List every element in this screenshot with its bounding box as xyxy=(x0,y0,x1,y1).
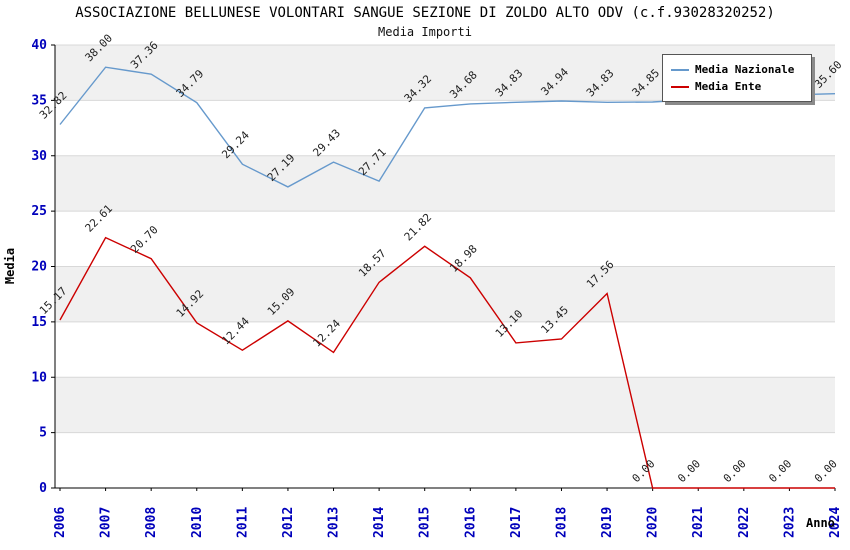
x-tick-label: 2024 xyxy=(828,507,843,538)
x-tick-label: 2017 xyxy=(509,507,524,538)
y-tick-label: 0 xyxy=(39,481,47,496)
x-tick-label: 2011 xyxy=(235,507,250,538)
chart-subtitle: Media Importi xyxy=(378,25,472,39)
y-tick-label: 40 xyxy=(31,38,47,53)
y-tick-label: 35 xyxy=(31,93,47,108)
series-line-media-ente xyxy=(59,236,835,489)
legend-item-media-ente: Media Ente xyxy=(671,78,803,95)
point-label: 21.82 xyxy=(402,211,435,244)
chart-title: ASSOCIAZIONE BELLUNESE VOLONTARI SANGUE … xyxy=(75,5,775,21)
y-tick-label: 25 xyxy=(31,204,47,219)
plot-band xyxy=(55,155,835,212)
point-label: 0.00 xyxy=(766,457,794,485)
legend: Media Nazionale Media Ente xyxy=(662,54,812,102)
x-tick-label: 2012 xyxy=(281,507,296,538)
y-tick-label: 10 xyxy=(31,370,47,385)
x-tick-label: 2018 xyxy=(554,507,569,538)
x-tick-label: 2021 xyxy=(691,507,706,538)
x-tick-label: 2019 xyxy=(600,507,615,538)
y-tick-label: 30 xyxy=(31,149,47,164)
point-label: 0.00 xyxy=(721,457,749,485)
legend-label: Media Ente xyxy=(695,80,762,93)
x-tick-label: 2015 xyxy=(418,507,433,538)
y-tick-label: 15 xyxy=(31,315,47,330)
x-tick-label: 2013 xyxy=(327,507,342,538)
x-tick-label: 2022 xyxy=(737,507,752,538)
point-label: 0.00 xyxy=(675,457,703,485)
x-axis-title: Anno xyxy=(806,516,835,530)
x-tick-label: 2010 xyxy=(190,507,205,538)
x-tick-label: 2020 xyxy=(646,507,661,538)
plot-band xyxy=(55,266,835,322)
y-tick-label: 20 xyxy=(31,260,47,275)
x-tick-label: 2008 xyxy=(144,507,159,538)
line-swatch-red-icon xyxy=(671,85,689,88)
x-tick-label: 2006 xyxy=(53,507,68,538)
line-swatch-blue-icon xyxy=(671,68,689,71)
legend-label: Media Nazionale xyxy=(695,63,795,76)
y-axis-title: Media xyxy=(3,248,17,284)
point-label: 20.70 xyxy=(128,223,161,256)
plot-band xyxy=(55,377,835,433)
x-tick-label: 2023 xyxy=(782,507,797,538)
point-label: 0.00 xyxy=(812,457,840,485)
x-tick-label: 2014 xyxy=(372,507,387,538)
x-tick-label: 2007 xyxy=(99,507,114,538)
point-label: 0.00 xyxy=(630,457,658,485)
point-label: 29.43 xyxy=(310,127,343,160)
y-tick-label: 5 xyxy=(39,426,47,441)
x-tick-label: 2016 xyxy=(463,507,478,538)
legend-item-media-nazionale: Media Nazionale xyxy=(671,61,803,78)
